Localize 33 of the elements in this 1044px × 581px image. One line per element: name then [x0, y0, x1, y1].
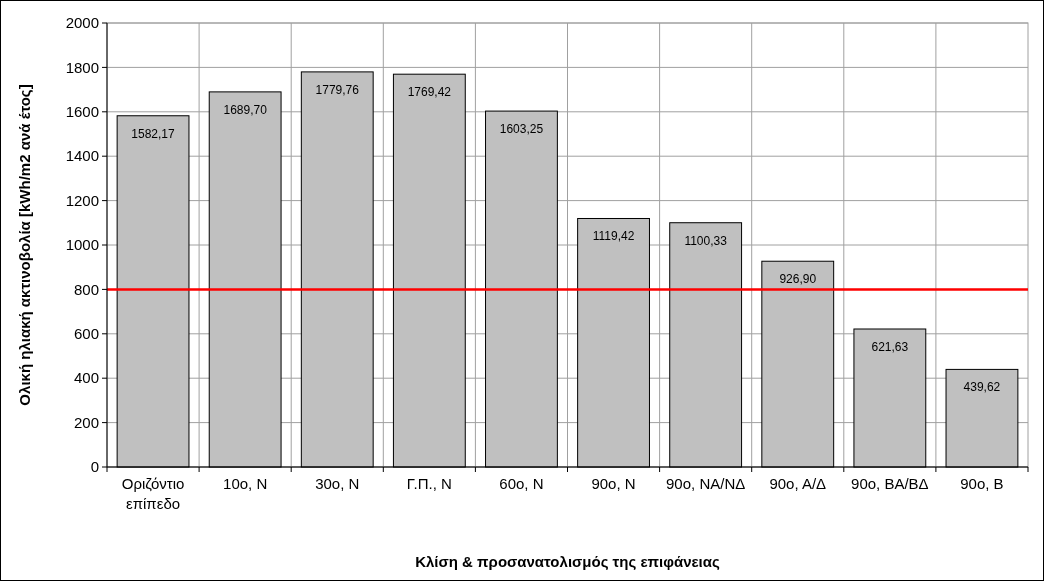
- y-tick-label: 1600: [65, 103, 99, 121]
- y-tick-label: 0: [90, 458, 99, 476]
- data-label: 439,62: [963, 380, 1001, 395]
- data-label: 621,63: [871, 340, 909, 354]
- x-tick-label: 60ο, Ν: [499, 475, 544, 492]
- data-label: 1779,76: [315, 82, 360, 97]
- data-label: 926,90: [779, 272, 817, 287]
- x-tick-label: Οριζόντιο επίπεδο: [121, 475, 185, 512]
- x-tick-label: 90ο, Ν: [591, 475, 636, 492]
- y-tick-label: 1200: [65, 191, 99, 209]
- y-tick-label: 2000: [65, 14, 99, 32]
- data-label: 1603,25: [499, 122, 544, 137]
- data-label: 1582,17: [131, 126, 176, 141]
- data-label: 1689,70: [223, 102, 268, 117]
- y-tick-label: 800: [73, 280, 99, 298]
- x-tick-label: 90ο, Β: [960, 475, 1004, 492]
- y-tick-label: 1800: [65, 58, 99, 76]
- data-label: 1119,42: [592, 229, 635, 244]
- y-tick-label: 400: [73, 369, 99, 387]
- y-tick-label: 1000: [65, 236, 99, 254]
- x-tick-label: 90ο, ΒΑ/ΒΔ: [851, 475, 929, 492]
- x-tick-label: 90ο, Α/Δ: [769, 475, 827, 492]
- x-tick-label: Γ.Π., Ν: [406, 475, 452, 492]
- y-tick-label: 600: [73, 325, 99, 343]
- y-tick-label: 1400: [65, 147, 99, 165]
- x-tick-label: 90ο, ΝΑ/ΝΔ: [666, 475, 746, 492]
- y-axis-title: Ολική ηλιακή ακτινοβολία [kWh/m2 ανά έτος]: [16, 84, 33, 406]
- y-tick-label: 200: [73, 413, 99, 431]
- x-tick-label: 10ο, Ν: [223, 475, 268, 492]
- x-axis-title: Κλίση & προσανατολισμός της επιφάνειας: [415, 553, 721, 570]
- x-tick-label: 30ο, Ν: [315, 475, 360, 492]
- data-label: 1769,42: [407, 85, 452, 100]
- data-label: 1100,33: [684, 233, 728, 248]
